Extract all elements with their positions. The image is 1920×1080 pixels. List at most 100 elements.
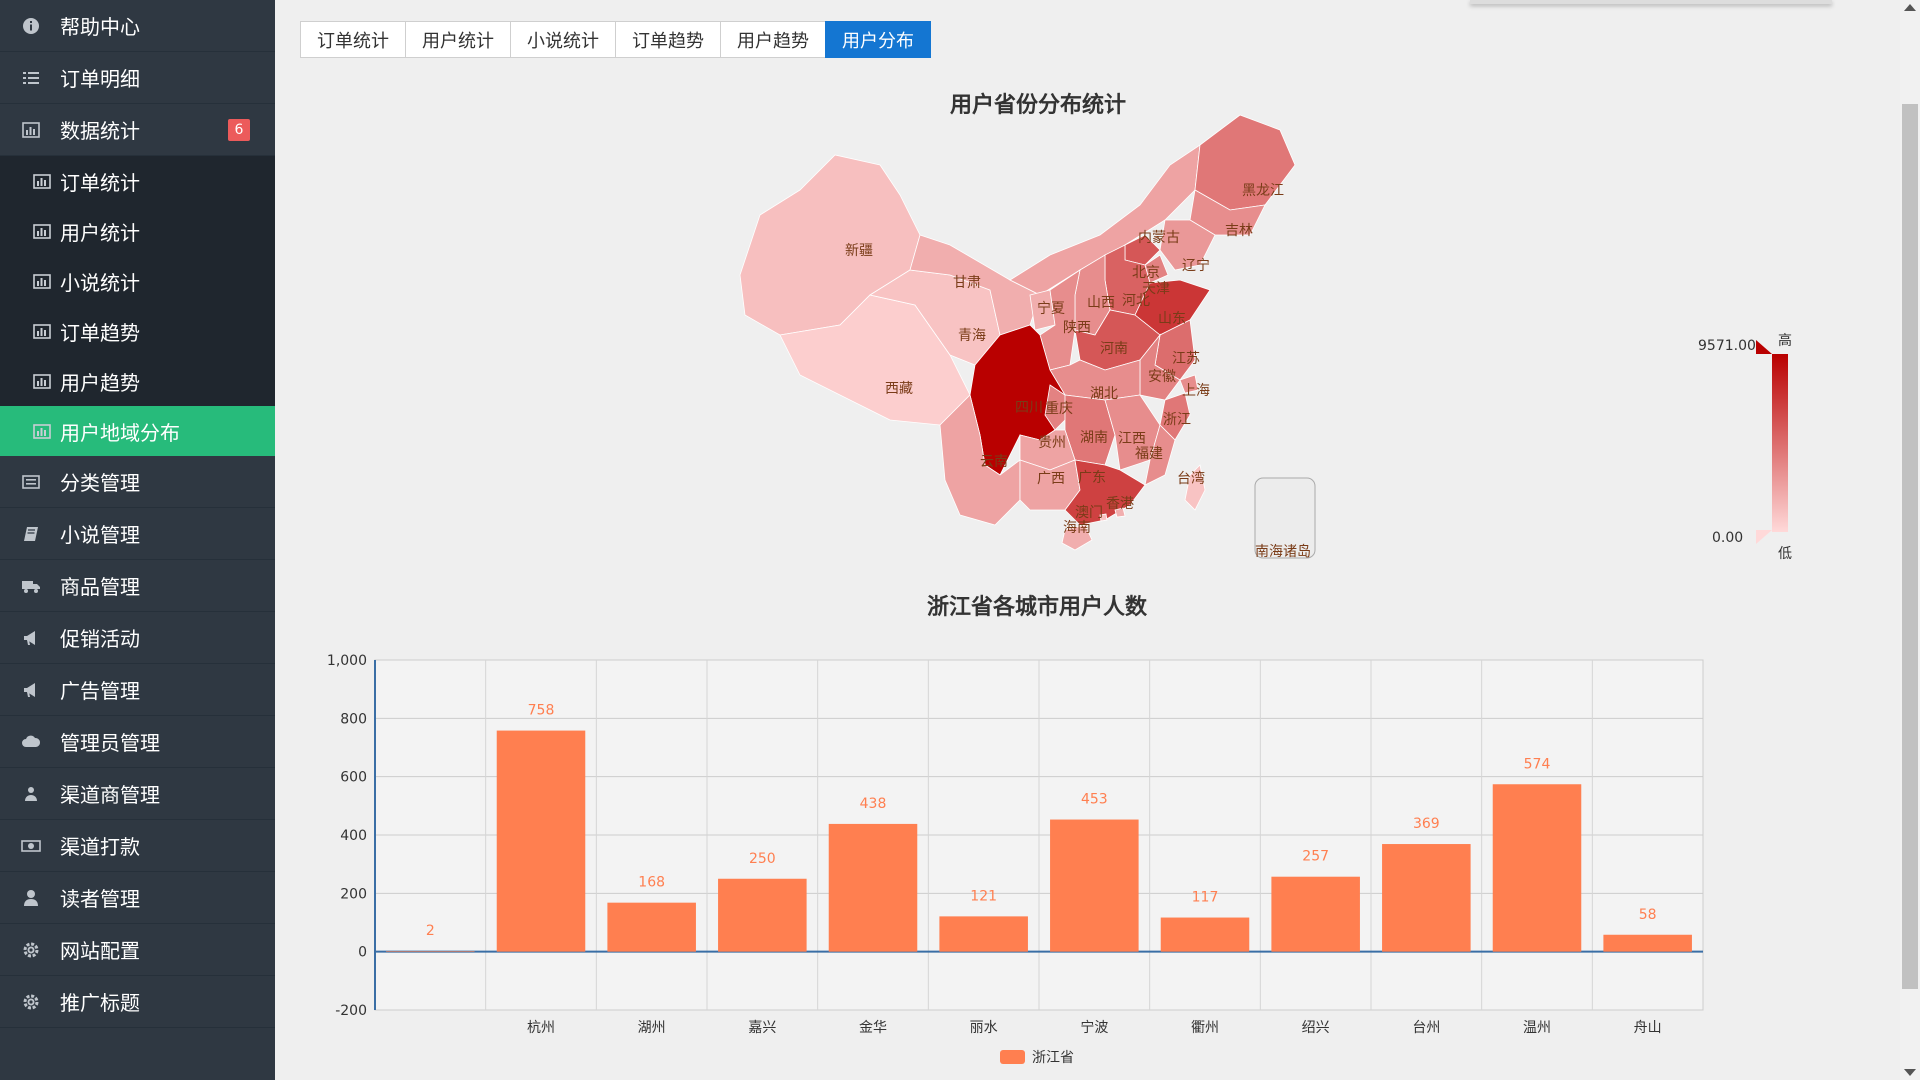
sidebar-subitem-6[interactable]: 用户地域分布 — [0, 406, 275, 456]
scrollbar-thumb[interactable] — [1902, 104, 1918, 989]
sidebar-item-label: 推广标题 — [60, 991, 140, 1015]
y-tick-label: -200 — [335, 1003, 367, 1019]
visual-map-handle-top[interactable] — [1756, 340, 1772, 354]
legend-swatch[interactable] — [1000, 1050, 1025, 1064]
map-province[interactable] — [1184, 464, 1206, 511]
bar[interactable] — [1160, 917, 1250, 952]
bar[interactable] — [607, 902, 696, 952]
visual-map: 9571.00 高 0.00 低 — [1690, 330, 1830, 562]
x-tick-label: 金华 — [859, 1020, 887, 1036]
sidebar-item-1[interactable]: 帮助中心 — [0, 0, 275, 52]
map-province[interactable] — [1144, 424, 1176, 486]
bar[interactable] — [1271, 876, 1360, 952]
map-province-label: 台湾 — [1177, 470, 1205, 487]
user-group-icon — [20, 783, 42, 805]
sidebar-submenu: 订单统计用户统计 小说统计 订单趋势用户趋势用户地域分布 — [0, 156, 275, 456]
map-province[interactable] — [1044, 384, 1071, 431]
tab-4[interactable]: 订单趋势 — [615, 21, 720, 58]
sidebar-subitem-5[interactable]: 用户趋势 — [0, 356, 275, 406]
tab-6[interactable]: 用户分布 — [825, 21, 931, 58]
bar[interactable] — [386, 951, 475, 952]
visual-map-handle-bottom[interactable] — [1756, 530, 1772, 544]
sidebar-item-label: 商品管理 — [60, 575, 140, 599]
sidebar-subitem-label: 用户趋势 — [60, 370, 140, 395]
small-bar-chart-icon — [32, 371, 52, 391]
map-province-label: 安徽 — [1148, 369, 1176, 385]
tab-3[interactable]: 小说统计 — [510, 21, 615, 58]
category-icon — [20, 471, 42, 493]
sidebar-item-label: 广告管理 — [60, 679, 140, 703]
sidebar-item-12[interactable]: 读者管理 — [0, 872, 275, 924]
map-province[interactable] — [1099, 513, 1108, 522]
map-province-label: 北京 — [1132, 265, 1160, 281]
cloud-icon — [20, 731, 42, 753]
sidebar-item-label: 帮助中心 — [60, 15, 140, 39]
scroll-down-arrow-icon[interactable] — [1904, 1069, 1916, 1076]
info-icon — [20, 15, 42, 37]
y-tick-label: 1,000 — [327, 653, 367, 669]
scrollbar[interactable] — [1900, 0, 1920, 1080]
bar[interactable] — [1382, 844, 1471, 952]
map-province-label: 青海 — [958, 328, 986, 344]
map-province[interactable] — [1159, 392, 1191, 441]
sidebar-item-10[interactable]: 渠道商管理 — [0, 768, 275, 820]
bar-value-label: 250 — [749, 851, 776, 867]
sidebar-item-6[interactable]: 商品管理 — [0, 560, 275, 612]
bar-value-label: 117 — [1192, 890, 1219, 906]
sidebar-item-7[interactable]: 促销活动 — [0, 612, 275, 664]
sidebar-item-label: 读者管理 — [60, 887, 140, 911]
bar[interactable] — [1603, 934, 1692, 952]
map-province-label: 广东 — [1078, 470, 1106, 486]
list-icon — [20, 67, 42, 89]
sidebar-subitem-4[interactable]: 订单趋势 — [0, 306, 275, 356]
scroll-up-arrow-icon[interactable] — [1904, 4, 1916, 11]
sidebar-item-5[interactable]: 小说管理 — [0, 508, 275, 560]
map-province[interactable] — [1179, 374, 1199, 394]
sidebar-item-label: 小说管理 — [60, 523, 140, 547]
sidebar-item-8[interactable]: 广告管理 — [0, 664, 275, 716]
map-province[interactable] — [1114, 507, 1126, 518]
sidebar-subitem-1[interactable]: 订单统计 — [0, 156, 275, 206]
sidebar-subitem-2[interactable]: 用户统计 — [0, 206, 275, 256]
sidebar-item-label: 渠道打款 — [60, 835, 140, 859]
sidebar-item-3[interactable]: 数据统计 6 — [0, 104, 275, 156]
sidebar-item-2[interactable]: 订单明细 — [0, 52, 275, 104]
gear-icon — [20, 939, 42, 961]
sidebar-subitem-label: 订单统计 — [60, 170, 140, 195]
map-province-label: 四川 — [1015, 400, 1043, 416]
map-province-label: 江苏 — [1172, 351, 1200, 367]
sidebar-item-13[interactable]: 网站配置 — [0, 924, 275, 976]
sidebar-item-14[interactable]: 推广标题 — [0, 976, 275, 1028]
visual-map-min-label: 0.00 — [1712, 530, 1744, 546]
sidebar-item-9[interactable]: 管理员管理 — [0, 716, 275, 768]
map-province-label: 黑龙江 — [1242, 183, 1284, 199]
small-bar-chart-icon — [32, 271, 52, 291]
sidebar-item-4[interactable]: 分类管理 — [0, 456, 275, 508]
bar[interactable] — [496, 730, 586, 952]
visual-map-gradient-bar[interactable] — [1772, 354, 1788, 532]
map-province-label: 贵州 — [1038, 435, 1066, 451]
x-tick-label: 丽水 — [970, 1020, 998, 1036]
visual-map-max-label: 9571.00 — [1698, 338, 1756, 354]
map-province[interactable] — [1061, 524, 1093, 551]
bar[interactable] — [828, 823, 918, 952]
bar[interactable] — [1050, 819, 1139, 952]
tab-bar: 订单统计 用户统计 小说统计 订单趋势 用户趋势 用户分布 — [300, 21, 931, 58]
visual-map-low-label: 低 — [1778, 546, 1792, 562]
sidebar-subitem-3[interactable]: 小说统计 — [0, 256, 275, 306]
bar[interactable] — [718, 878, 807, 952]
bar-value-label: 758 — [528, 703, 555, 719]
sidebar-item-11[interactable]: 渠道打款 — [0, 820, 275, 872]
tab-1[interactable]: 订单统计 — [300, 21, 405, 58]
map-province-label: 海南 — [1063, 520, 1091, 536]
bar[interactable] — [1492, 784, 1582, 952]
bar[interactable] — [939, 916, 1028, 952]
x-tick-label: 温州 — [1523, 1020, 1551, 1036]
tab-5[interactable]: 用户趋势 — [720, 21, 825, 58]
legend-label[interactable]: 浙江省 — [1032, 1050, 1074, 1066]
sidebar-item-label: 促销活动 — [60, 627, 140, 651]
map-province-label: 宁夏 — [1037, 300, 1065, 317]
sidebar-item-label: 渠道商管理 — [60, 783, 160, 807]
bar-value-label: 453 — [1081, 792, 1108, 808]
tab-2[interactable]: 用户统计 — [405, 21, 510, 58]
